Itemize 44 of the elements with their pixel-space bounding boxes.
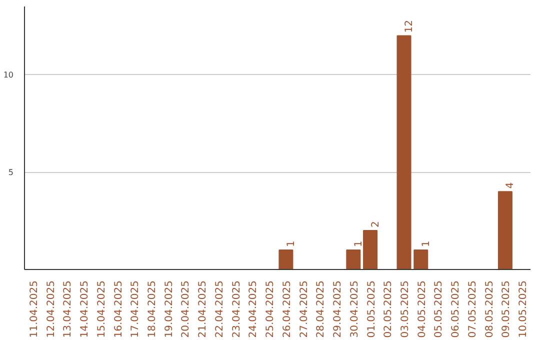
data-label: 2: [370, 221, 382, 228]
x-tick-label: 10.05.2025: [518, 280, 530, 338]
x-tick-label: 16.04.2025: [113, 280, 124, 338]
x-tick-label: 05.05.2025: [434, 280, 445, 338]
x-tick-label: 30.04.2025: [349, 280, 360, 338]
x-tick-label: 25.04.2025: [265, 280, 276, 338]
x-tick-label: 28.04.2025: [316, 280, 327, 338]
bar: [396, 35, 412, 270]
x-tick-label: 22.04.2025: [214, 280, 226, 338]
bar: [346, 250, 361, 270]
x-tick-label: 19.04.2025: [164, 280, 175, 338]
x-tick-label: 15.04.2025: [96, 280, 108, 338]
x-tick-label: 04.05.2025: [416, 280, 428, 338]
x-tick-label: 24.04.2025: [248, 280, 260, 338]
bar: [414, 250, 428, 270]
x-tick-label: 07.05.2025: [467, 280, 478, 338]
x-tick-label: 11.04.2025: [28, 280, 40, 338]
x-tick-label: 20.04.2025: [180, 280, 192, 338]
data-label: 1: [353, 240, 364, 248]
data-label: 4: [505, 182, 516, 189]
bar: [363, 230, 378, 270]
x-tick-label: 13.04.2025: [62, 280, 74, 338]
data-label: 12: [404, 20, 415, 33]
x-tick-label: 02.05.2025: [383, 280, 394, 338]
x-tick-label: 12.04.2025: [46, 280, 57, 338]
y-tick-label: 10: [3, 70, 14, 80]
x-tick-label: 23.04.2025: [231, 280, 242, 338]
bar: [498, 191, 512, 270]
bar: [278, 250, 294, 270]
x-tick-label: 14.04.2025: [80, 280, 91, 338]
x-tick-label: 27.04.2025: [298, 280, 310, 338]
x-tick-label: 09.05.2025: [501, 280, 512, 338]
x-tick-label: 17.04.2025: [130, 280, 142, 338]
x-tick-label: 18.04.2025: [147, 280, 158, 338]
x-tick-label: 26.04.2025: [282, 280, 293, 338]
x-tick-label: 01.05.2025: [366, 280, 378, 338]
y-tick-label: 5: [8, 168, 14, 178]
x-tick-label: 03.05.2025: [400, 280, 411, 338]
x-tick-label: 29.04.2025: [332, 280, 344, 338]
data-label: 1: [420, 240, 432, 248]
x-tick-label: 08.05.2025: [484, 280, 496, 338]
x-tick-label: 21.04.2025: [198, 280, 209, 338]
x-tick-label: 06.05.2025: [450, 280, 462, 338]
data-label: 1: [286, 240, 297, 248]
